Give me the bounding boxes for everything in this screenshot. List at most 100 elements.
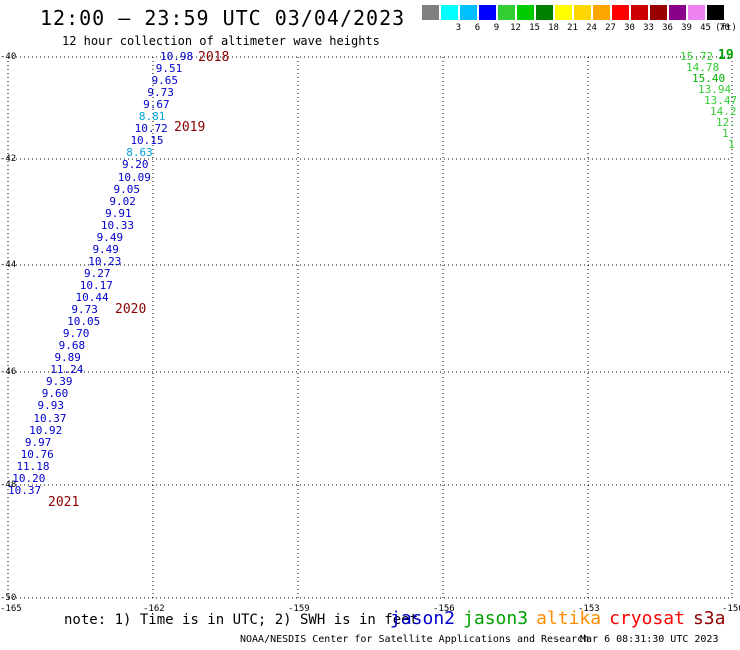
wave-height-label: 10.37 <box>8 483 42 497</box>
wave-height-label: 14.2 <box>710 105 737 118</box>
lat-label: -44 <box>0 260 17 270</box>
colorbar-label: 15 <box>529 23 540 33</box>
wave-height-label: 1 <box>722 127 729 140</box>
footer-note: note: 1) Time is in UTC; 2) SWH is in fe… <box>64 612 419 628</box>
wave-height-label: 10.92 <box>29 423 63 437</box>
wave-height-label: 9.97 <box>24 435 52 449</box>
lon-label: -159 <box>288 604 310 614</box>
wave-height-label: 10.05 <box>67 315 101 329</box>
wave-height-label: 10.76 <box>20 447 54 461</box>
wave-height-label: 9.68 <box>58 339 86 353</box>
wave-height-label: 10.15 <box>130 134 164 148</box>
wave-height-label: 11.24 <box>50 363 84 377</box>
colorbar-swatch <box>650 5 667 20</box>
lat-label: -50 <box>0 593 17 603</box>
colorbar-unit: (ft) <box>715 23 737 33</box>
wave-height-label: 10.09 <box>117 170 151 184</box>
wave-height-label: 9.73 <box>71 303 98 317</box>
colorbar-label: 12 <box>510 23 521 33</box>
colorbar-label: 30 <box>624 23 635 33</box>
wave-height-label: 14.78 <box>686 61 720 74</box>
colorbar-swatch <box>574 5 591 20</box>
wave-height-label: 10.33 <box>100 218 134 232</box>
wave-height-label: 10.23 <box>88 254 122 268</box>
colorbar-swatch <box>669 5 686 20</box>
colorbar-swatch <box>441 5 458 20</box>
footer-timestamp: Mar 6 08:31:30 UTC 2023 <box>580 634 719 645</box>
wave-height-label: 9.49 <box>92 242 119 256</box>
time-label: 2019 <box>174 120 206 135</box>
lat-label: -46 <box>0 367 17 377</box>
wave-height-label: 10.98 <box>160 50 194 63</box>
wave-height-label: 9.93 <box>37 399 65 413</box>
map-title: 12:00 — 23:59 UTC 03/04/2023 <box>40 6 406 30</box>
mission-label: jason3 <box>463 608 529 629</box>
wave-height-label: 9.65 <box>151 74 179 88</box>
colorbar-label: 24 <box>586 23 597 33</box>
wave-height-label: 15.40 <box>692 72 726 85</box>
mission-label: jason2 <box>390 608 456 629</box>
colorbar-label: 70 <box>719 23 730 33</box>
wave-height-label: 13.94 <box>698 83 732 96</box>
wave-height-label: 12. <box>716 116 736 129</box>
time-label: 2018 <box>198 50 230 65</box>
colorbar-swatch <box>612 5 629 20</box>
colorbar-swatch <box>707 5 724 20</box>
colorbar-label: 36 <box>662 23 673 33</box>
wave-height-label: 11.18 <box>16 459 50 473</box>
mission-label: cryosat <box>609 608 685 629</box>
colorbar-label: 18 <box>548 23 559 33</box>
mission-legend: jason2 jason3 altika cryosat s3a <box>390 608 733 629</box>
colorbar-label: 3 <box>455 23 462 33</box>
wave-height-label: 1 <box>728 138 735 151</box>
colorbar-swatch <box>688 5 705 20</box>
map-subtitle: 12 hour collection of altimeter wave hei… <box>62 34 380 48</box>
colorbar-label: 39 <box>681 23 692 33</box>
lat-label: -40 <box>0 52 17 62</box>
lat-label: -42 <box>0 154 17 164</box>
wave-height-label: 9.91 <box>105 206 132 220</box>
colorbar-swatch <box>536 5 553 20</box>
wave-height-label: 10.20 <box>12 471 46 485</box>
colorbar-label: 21 <box>567 23 578 33</box>
colorbar-swatch <box>479 5 496 20</box>
colorbar-label: 27 <box>605 23 616 33</box>
footer-credit: NOAA/NESDIS Center for Satellite Applica… <box>240 634 590 645</box>
colorbar-swatch <box>422 5 439 20</box>
wave-height-label: 9.27 <box>84 266 111 280</box>
wave-height-label: 9.60 <box>41 387 69 401</box>
time-label: 2020 <box>115 302 147 317</box>
wave-height-label: 8.81 <box>138 110 166 124</box>
lon-label: -165 <box>0 604 22 614</box>
wave-height-label: 9.67 <box>143 98 170 112</box>
wave-height-label: 13.47 <box>704 94 738 107</box>
colorbar-swatch <box>631 5 648 20</box>
wave-height-label: 10.44 <box>75 291 109 304</box>
wave-height-label: 10.37 <box>33 411 67 425</box>
wave-height-label: 9.51 <box>155 62 183 76</box>
mission-label: altika <box>536 608 602 629</box>
colorbar-swatch <box>593 5 610 20</box>
wave-height-label: 9.05 <box>113 182 141 196</box>
time-label: 19 <box>718 48 734 63</box>
wave-height-label: 9.02 <box>109 194 136 208</box>
wave-height-label: 10.72 <box>134 122 168 136</box>
wave-height-label: 15.72 <box>680 50 714 63</box>
colorbar-swatch <box>517 5 534 20</box>
colorbar-swatch <box>498 5 515 20</box>
lat-label: -48 <box>0 480 17 490</box>
lon-label: -162 <box>143 604 165 614</box>
wave-height-label: 9.20 <box>122 158 149 172</box>
wave-height-label: 9.70 <box>62 327 90 341</box>
wave-height-label: 9.39 <box>46 375 73 389</box>
lon-label: -156 <box>433 604 455 614</box>
wave-height-label: 9.73 <box>147 86 174 100</box>
wave-height-label: 10.17 <box>79 278 113 292</box>
colorbar-label: 33 <box>643 23 654 33</box>
wave-height-label: 9.49 <box>96 230 124 244</box>
wave-height-label: 8.63 <box>126 146 153 160</box>
colorbar-swatch <box>460 5 477 20</box>
colorbar-swatch <box>555 5 572 20</box>
lon-label: -150 <box>722 604 740 614</box>
